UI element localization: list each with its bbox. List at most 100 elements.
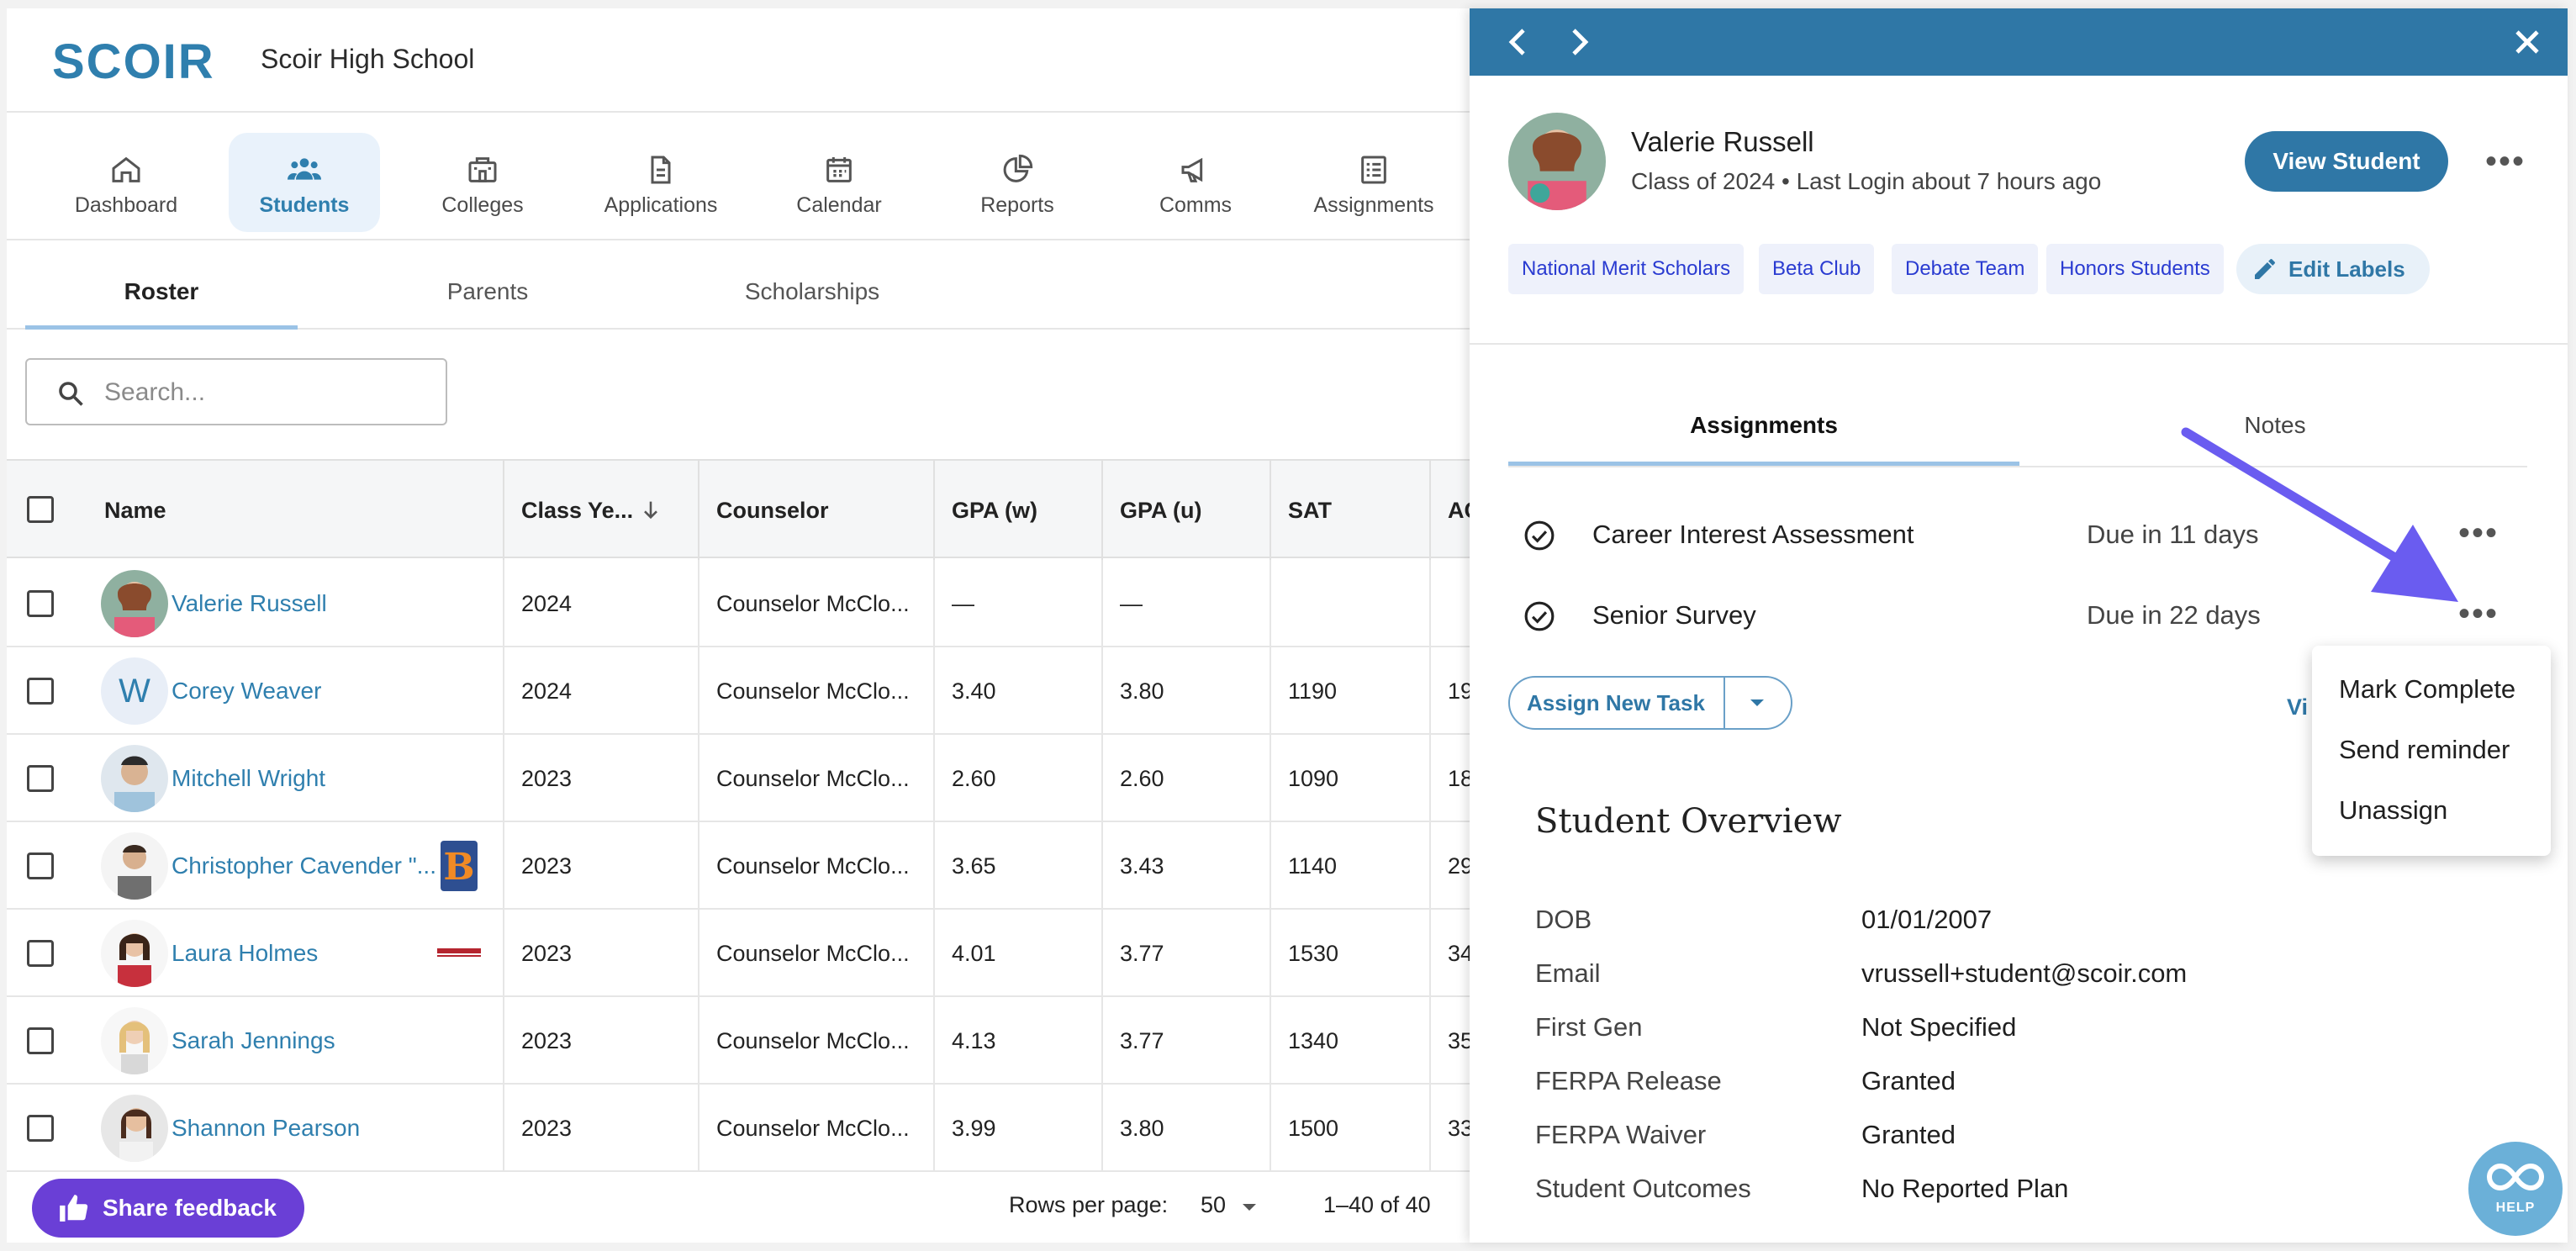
tab-notes[interactable]: Notes [2244, 412, 2306, 438]
nav-calendar[interactable]: Calendar [763, 133, 915, 232]
column-class-year[interactable]: Class Ye... [503, 461, 698, 560]
infinity-icon [2487, 1163, 2544, 1191]
row-checkbox[interactable] [27, 678, 54, 705]
row-checkbox[interactable] [27, 765, 54, 792]
nav-colleges[interactable]: Colleges [407, 133, 558, 232]
student-avatar [1508, 113, 1606, 210]
view-student-button[interactable]: View Student [2245, 131, 2448, 192]
cell-counselor: Counselor McClo... [698, 997, 933, 1085]
scoir-logo[interactable]: SCOIR [52, 34, 215, 89]
student-name-link[interactable]: Sarah Jennings [172, 1027, 335, 1053]
column-gpa-unweighted[interactable]: GPA (u) [1101, 461, 1270, 560]
cell-gpa-u: 3.43 [1101, 822, 1270, 910]
table-row[interactable]: Sarah Jennings 2023 Counselor McClo... 4… [7, 997, 1470, 1085]
menu-item-unassign[interactable]: Unassign [2339, 795, 2448, 825]
college-logo-icon: B [441, 841, 478, 891]
svg-text:B: B [443, 846, 474, 889]
nav-comms[interactable]: Comms [1120, 133, 1271, 232]
table-row[interactable]: W Corey Weaver 2024 Counselor McClo... 3… [7, 647, 1470, 735]
assignment-row[interactable]: Career Interest Assessment Due in 11 day… [1508, 494, 2527, 575]
school-name: Scoir High School [261, 44, 475, 74]
label-chip[interactable]: Honors Students [2046, 244, 2224, 294]
label-chip[interactable]: Beta Club [1759, 244, 1875, 294]
cell-act: 18 [1429, 735, 1470, 822]
table-row[interactable]: Laura Holmes 2023 Counselor McClo... 4.0… [7, 910, 1470, 997]
cell-class-year: 2024 [503, 560, 698, 647]
column-sat[interactable]: SAT [1270, 461, 1429, 560]
table-row[interactable]: Christopher Cavender "... B 2023 Counsel… [7, 822, 1470, 910]
cell-gpa-u: 3.80 [1101, 647, 1270, 735]
rows-per-page-select[interactable]: 50 [1201, 1192, 1256, 1218]
row-checkbox[interactable] [27, 590, 54, 617]
previous-student-button[interactable] [1498, 22, 1539, 62]
avatar [101, 920, 168, 987]
nav-assignments[interactable]: Assignments [1298, 133, 1449, 232]
student-name-link[interactable]: Valerie Russell [172, 590, 327, 616]
rows-per-page-value: 50 [1201, 1192, 1227, 1217]
student-photo [101, 832, 168, 900]
tab-scholarships[interactable]: Scholarships [744, 278, 880, 304]
table-footer: Share feedback Rows per page: 50 1–40 of… [7, 1172, 1470, 1243]
assign-new-task-button[interactable]: Assign New Task [1508, 676, 1792, 730]
student-name-link[interactable]: Corey Weaver [172, 678, 322, 704]
table-row[interactable]: Mitchell Wright 2023 Counselor McClo... … [7, 735, 1470, 822]
nav-label: Comms [1159, 193, 1233, 217]
share-feedback-button[interactable]: Share feedback [32, 1179, 304, 1238]
cell-gpa-w: 4.01 [933, 910, 1101, 997]
close-drawer-button[interactable] [2507, 22, 2547, 62]
nav-applications[interactable]: Applications [585, 133, 736, 232]
label-chip[interactable]: National Merit Scholars [1508, 244, 1745, 294]
split-divider [1723, 678, 1725, 728]
help-label: HELP [2495, 1201, 2536, 1215]
student-name-link[interactable]: Shannon Pearson [172, 1115, 361, 1141]
cell-counselor: Counselor McClo... [698, 647, 933, 735]
caret-down-icon[interactable] [1747, 696, 1767, 710]
row-checkbox[interactable] [27, 940, 54, 967]
menu-item-send-reminder[interactable]: Send reminder [2339, 735, 2510, 764]
menu-item-mark-complete[interactable]: Mark Complete [2339, 674, 2516, 704]
student-name-link[interactable]: Mitchell Wright [172, 765, 326, 791]
edit-labels-button[interactable]: Edit Labels [2236, 244, 2430, 294]
nav-students[interactable]: Students [229, 133, 380, 232]
nav-label: Colleges [441, 193, 524, 217]
row-checkbox[interactable] [27, 1115, 54, 1142]
cell-class-year: 2023 [503, 1085, 698, 1172]
nav-dashboard[interactable]: Dashboard [50, 133, 202, 232]
tab-roster[interactable]: Roster [25, 242, 298, 330]
nav-reports[interactable]: Reports [942, 133, 1093, 232]
row-checkbox[interactable] [27, 1027, 54, 1054]
search-input[interactable] [104, 373, 432, 412]
assignment-row[interactable]: Senior Survey Due in 22 days ••• [1508, 575, 2527, 656]
divider [1470, 343, 2568, 345]
megaphone-icon [1181, 157, 1203, 182]
check-circle-icon [1524, 520, 1555, 551]
drawer-toolbar [1470, 8, 2568, 76]
view-all-link[interactable]: Vi [2287, 694, 2309, 720]
student-name-link[interactable]: Christopher Cavender "... [172, 852, 436, 879]
label-chip[interactable]: Debate Team [1892, 244, 2039, 294]
table-row[interactable]: Valerie Russell 2024 Counselor McClo... … [7, 560, 1470, 647]
cell-sat: 1140 [1270, 822, 1429, 910]
cell-class-year: 2023 [503, 910, 698, 997]
student-name-link[interactable]: Laura Holmes [172, 940, 319, 966]
column-gpa-weighted[interactable]: GPA (w) [933, 461, 1101, 560]
help-button[interactable]: HELP [2468, 1142, 2563, 1236]
overview-value: 01/01/2007 [1861, 905, 1993, 934]
table-row[interactable]: Shannon Pearson 2023 Counselor McClo... … [7, 1085, 1470, 1172]
student-photo [101, 1007, 168, 1074]
cell-gpa-w: 3.65 [933, 822, 1101, 910]
student-photo [101, 745, 168, 812]
column-name[interactable]: Name [104, 498, 166, 523]
next-student-button[interactable] [1559, 22, 1599, 62]
column-act[interactable]: AC [1429, 461, 1470, 560]
tab-parents[interactable]: Parents [446, 278, 529, 304]
cell-act: 19 [1429, 647, 1470, 735]
more-options-icon[interactable]: ••• [2485, 143, 2526, 180]
row-checkbox[interactable] [27, 852, 54, 879]
overview-row: First Gen Not Specified [1535, 1000, 2494, 1054]
search-box[interactable] [25, 358, 447, 425]
column-counselor[interactable]: Counselor [698, 461, 933, 560]
nav-label: Reports [980, 193, 1054, 217]
tab-assignments[interactable]: Assignments [1508, 385, 2019, 466]
select-all-checkbox[interactable] [27, 496, 54, 523]
